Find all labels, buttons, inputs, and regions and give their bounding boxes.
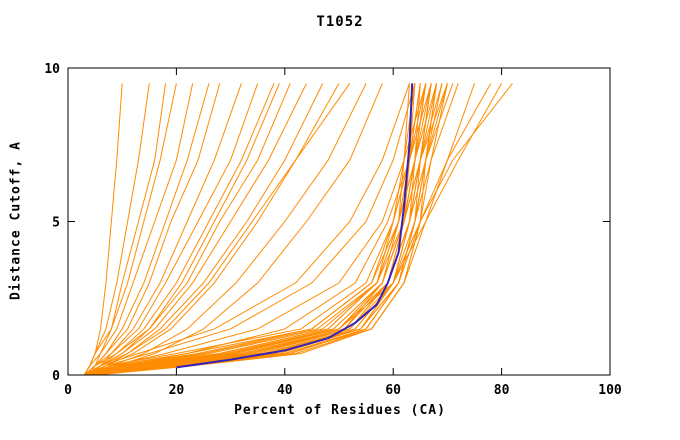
model-21 <box>84 83 427 376</box>
y-axis-label: Distance Cutoff, A <box>8 141 24 300</box>
model-37 <box>89 83 210 376</box>
model-42 <box>83 83 221 376</box>
x-tick-label: 40 <box>277 383 293 398</box>
model-44 <box>83 83 194 376</box>
x-tick-label: 0 <box>64 383 72 398</box>
y-tick-label: 0 <box>52 369 60 384</box>
model-48 <box>83 83 167 376</box>
consensus-curve <box>176 83 414 369</box>
model-49 <box>89 83 367 376</box>
model-26 <box>89 83 492 376</box>
model-27 <box>84 83 513 376</box>
highlight-curve-group <box>176 83 414 369</box>
model-35 <box>83 83 150 376</box>
x-tick-label: 60 <box>385 383 401 398</box>
chart-title: T1052 <box>316 14 364 30</box>
x-ticks: 0 20 40 60 80 100 <box>64 68 622 398</box>
model-50 <box>84 83 351 376</box>
x-tick-label: 80 <box>494 383 510 398</box>
model-46 <box>83 83 291 376</box>
model-43 <box>89 83 259 376</box>
model-45 <box>89 83 324 376</box>
model-28 <box>95 83 503 376</box>
model-curves <box>83 83 513 376</box>
y-tick-label: 5 <box>52 216 60 231</box>
model-29 <box>89 83 475 376</box>
model-13 <box>84 83 454 376</box>
model-24 <box>95 83 438 376</box>
x-tick-label: 20 <box>169 383 185 398</box>
model-33 <box>89 83 432 376</box>
x-tick-label: 100 <box>598 383 622 398</box>
model-31 <box>89 83 427 376</box>
y-tick-label: 10 <box>44 62 60 77</box>
model-34 <box>83 83 123 376</box>
model-11 <box>84 83 448 376</box>
model-30 <box>84 83 416 376</box>
y-ticks: 0 5 10 <box>44 62 610 384</box>
model-23 <box>84 83 421 376</box>
model-16 <box>89 83 443 376</box>
model-32 <box>84 83 410 376</box>
model-10 <box>89 83 443 376</box>
model-51 <box>89 83 383 376</box>
x-axis-label: Percent of Residues (CA) <box>234 403 446 418</box>
model-36 <box>83 83 177 376</box>
model-40 <box>84 83 307 376</box>
